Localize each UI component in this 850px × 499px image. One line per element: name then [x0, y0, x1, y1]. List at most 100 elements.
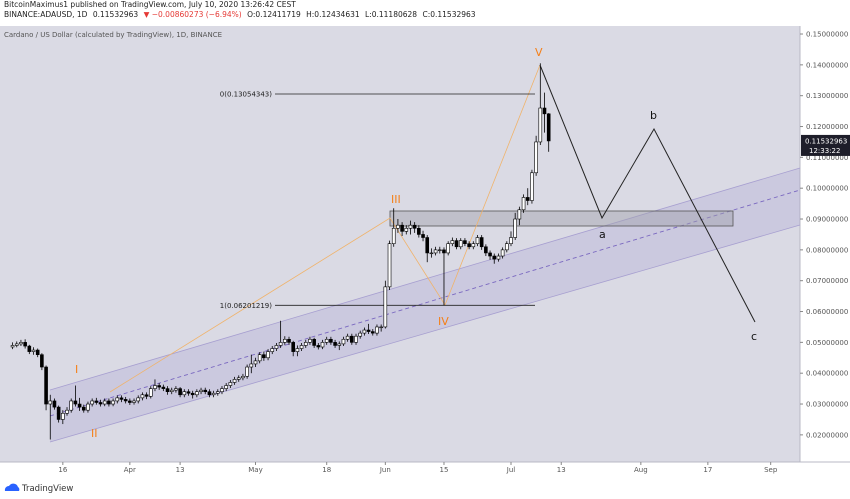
- candle-body: [534, 141, 538, 174]
- candle-body: [27, 345, 32, 352]
- x-tick-label: 15: [440, 466, 449, 474]
- close: C:0.11532963: [422, 10, 476, 19]
- candle-body: [458, 240, 463, 248]
- candle-body: [195, 391, 199, 396]
- candle-body: [375, 326, 379, 334]
- y-tick-label: 0.08000000: [806, 246, 848, 254]
- price: 0.11532963: [92, 10, 139, 19]
- wave-label: III: [391, 193, 401, 206]
- candle-body: [525, 197, 530, 201]
- candle-body: [320, 342, 325, 348]
- candle-body: [530, 172, 534, 201]
- projection-label: c: [751, 330, 757, 343]
- fib-label: 1(0.06201219): [220, 302, 272, 310]
- candle-body: [77, 403, 82, 408]
- candles: [10, 63, 551, 440]
- candle-body: [425, 237, 430, 254]
- publisher: BitcoinMaximus1 published on TradingView…: [4, 0, 296, 9]
- candle-body: [98, 402, 103, 405]
- candle-body: [174, 388, 178, 391]
- candle-body: [10, 345, 15, 348]
- y-tick-label: 0.03000000: [806, 401, 848, 409]
- y-tick-label: 0.10000000: [806, 185, 848, 193]
- high: H:0.12434631: [306, 10, 360, 19]
- candle-body: [283, 338, 287, 343]
- candle-body: [542, 107, 547, 115]
- candle-body: [111, 400, 115, 405]
- header: BitcoinMaximus1 published on TradingView…: [4, 0, 479, 20]
- open: O:0.12411719: [247, 10, 301, 19]
- candle-body: [65, 409, 69, 414]
- x-tick-label: 18: [322, 466, 331, 474]
- projection-label: a: [599, 228, 606, 241]
- channel-top: [49, 167, 801, 391]
- x-tick-label: Sep: [764, 466, 778, 474]
- x-tick-label: 13: [176, 466, 185, 474]
- candle-body: [61, 412, 65, 420]
- channel-bottom: [49, 224, 801, 443]
- candle-body: [316, 345, 321, 348]
- symbol: BINANCE:ADAUSD, 1D: [4, 10, 88, 19]
- y-tick-label: 0.09000000: [806, 216, 848, 224]
- candle-body: [312, 338, 316, 346]
- candle-body: [433, 249, 438, 254]
- candle-body: [345, 335, 350, 340]
- candle-body: [341, 338, 346, 345]
- candle-body: [186, 391, 191, 394]
- candle-body: [546, 113, 551, 142]
- wave-path: [109, 64, 541, 393]
- price-tag-label: 0.11532963: [805, 137, 847, 145]
- candle-body: [274, 345, 279, 349]
- candle-body: [31, 349, 36, 352]
- wave-label: I: [75, 363, 78, 376]
- candle-body: [253, 360, 258, 365]
- quote-line: BINANCE:ADAUSD, 1D 0.11532963 ▼ −0.00860…: [4, 10, 479, 20]
- y-tick-label: 0.12000000: [806, 123, 848, 131]
- y-tick-label: 0.07000000: [806, 277, 848, 285]
- candle-body: [144, 394, 149, 397]
- candle-body: [270, 348, 275, 352]
- candle-body: [169, 389, 174, 392]
- candle-body: [107, 400, 111, 405]
- chart-title: Cardano / US Dollar (calculated by Tradi…: [4, 31, 222, 39]
- candle-body: [190, 392, 195, 396]
- candle-body: [450, 240, 455, 244]
- candle-body: [295, 348, 300, 352]
- candle-body: [245, 366, 249, 377]
- low: L:0.11180628: [365, 10, 418, 19]
- candle-body: [479, 237, 484, 248]
- x-tick-label: Jun: [379, 466, 391, 474]
- candle-body: [48, 400, 53, 405]
- candle-body: [161, 386, 166, 389]
- projection-label: b: [650, 109, 657, 122]
- publisher-line: BitcoinMaximus1 published on TradingView…: [4, 0, 479, 10]
- candle-body: [157, 385, 161, 388]
- candle-body: [370, 331, 375, 334]
- y-tick-label: 0.11000000: [806, 154, 848, 162]
- candle-body: [337, 343, 342, 346]
- x-tick-label: 16: [58, 466, 67, 474]
- y-tick-label: 0.04000000: [806, 370, 848, 378]
- candle-body: [232, 379, 237, 383]
- candle-body: [19, 342, 23, 345]
- candle-body: [333, 342, 337, 346]
- price-tag-countdown: 12:33:22: [809, 147, 840, 155]
- candle-body: [303, 342, 308, 346]
- candle-body: [136, 397, 141, 402]
- candle-body: [484, 246, 488, 254]
- candle-body: [102, 400, 107, 405]
- y-tick-label: 0.15000000: [806, 31, 848, 39]
- candle-body: [324, 338, 329, 343]
- candle-body: [287, 338, 291, 343]
- brand: TradingView: [21, 484, 73, 494]
- candle-body: [86, 403, 90, 411]
- candle-body: [475, 237, 480, 244]
- candle-body: [220, 388, 224, 392]
- y-tick-label: 0.02000000: [806, 431, 848, 439]
- logo: [4, 483, 20, 491]
- candle-body: [362, 329, 367, 334]
- candle-body: [266, 351, 270, 359]
- candle-body: [429, 252, 434, 255]
- candle-body: [387, 243, 392, 288]
